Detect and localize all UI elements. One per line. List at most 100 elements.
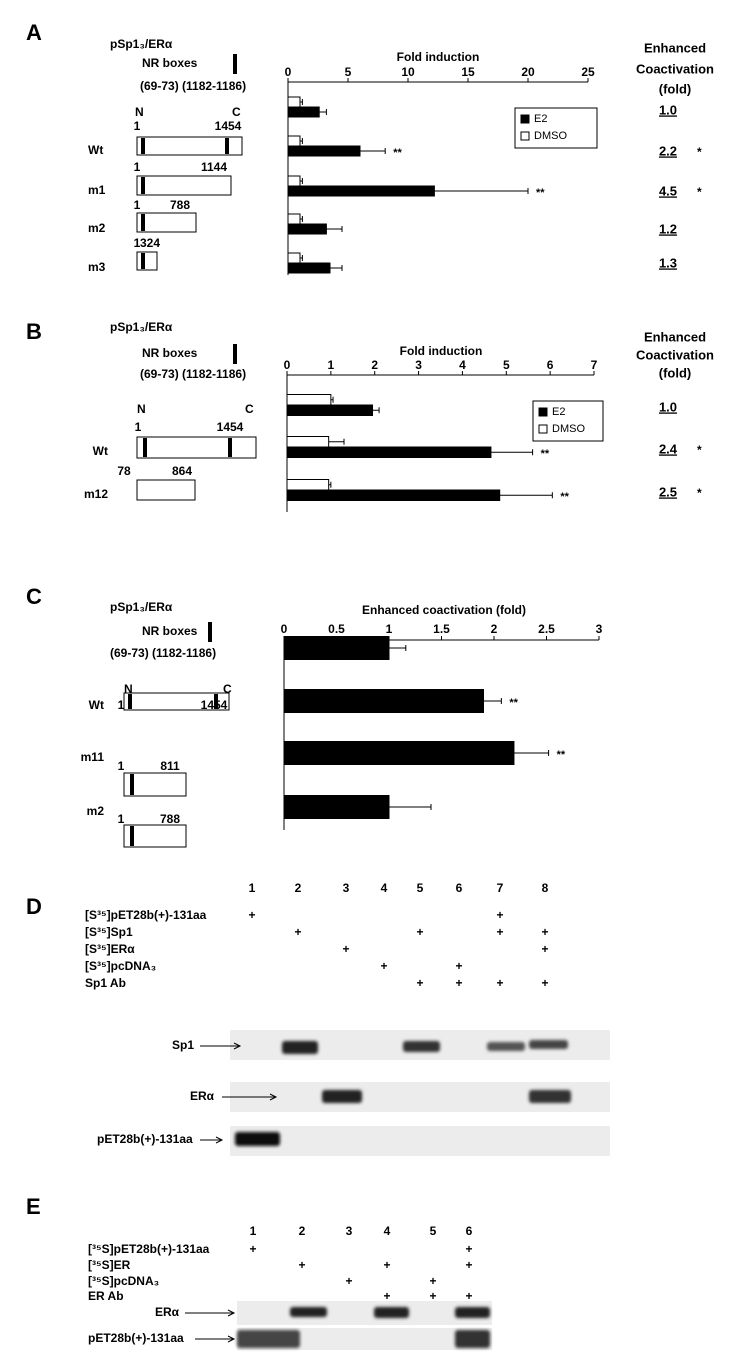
- category-label: Wt: [93, 444, 108, 458]
- error-bar: [328, 438, 345, 445]
- condition-mark: +: [248, 908, 255, 922]
- nr-box-marker: [233, 54, 237, 74]
- legend-label: DMSO: [552, 423, 585, 435]
- coactivation-mark: *: [697, 443, 702, 457]
- error-bar: [360, 148, 386, 154]
- construct-start: 78: [117, 464, 131, 478]
- bar: [287, 135, 301, 147]
- band-arrow: [195, 1335, 236, 1343]
- x-tick-label: 6: [547, 358, 554, 372]
- x-tick-label: 0.5: [328, 622, 345, 636]
- x-tick-label: 3: [596, 622, 603, 636]
- category-label: Wt: [89, 698, 104, 712]
- error-bar: [319, 109, 327, 115]
- n-terminus: N: [135, 105, 144, 119]
- gel-band: [487, 1042, 525, 1051]
- x-tick-label: 1: [386, 622, 393, 636]
- gel-strip: [237, 1301, 492, 1325]
- panel-letter: E: [26, 1194, 41, 1219]
- x-tick-label: 10: [401, 65, 415, 79]
- nr-box-marker: [233, 344, 237, 364]
- significance-mark: **: [509, 697, 518, 709]
- bar: [287, 213, 301, 225]
- construct-box: [136, 436, 257, 459]
- construct-end: 1454: [217, 420, 244, 434]
- condition-label: [S³⁵]pET28b(+)-131aa: [85, 908, 207, 922]
- construct-name: pSp1₃/ERα: [110, 37, 173, 51]
- condition-mark: +: [465, 1289, 472, 1303]
- bar: [287, 223, 327, 235]
- error-bar: [300, 99, 303, 105]
- condition-mark: +: [345, 1274, 352, 1288]
- gel-band: [322, 1090, 362, 1103]
- coactivation-value: 2.5: [659, 484, 677, 499]
- construct-box: [123, 692, 230, 711]
- coactivation-header: Enhanced: [644, 40, 706, 55]
- error-bar: [372, 407, 380, 414]
- condition-label: [S³⁵]pcDNA₃: [85, 959, 156, 973]
- construct-start: 1: [134, 236, 141, 250]
- chart-title: Fold induction: [397, 50, 480, 64]
- x-tick-label: 3: [415, 358, 422, 372]
- gel-band: [529, 1040, 568, 1049]
- x-tick-label: 5: [503, 358, 510, 372]
- coactivation-value: 1.2: [659, 221, 677, 236]
- panel-letter: A: [26, 20, 42, 45]
- condition-mark: +: [416, 925, 423, 939]
- band-label: pET28b(+)-131aa: [97, 1132, 193, 1146]
- n-terminus: N: [124, 682, 133, 696]
- bar: [286, 404, 374, 416]
- lane-number: 3: [343, 881, 350, 895]
- condition-mark: +: [541, 925, 548, 939]
- band-label: ERα: [190, 1089, 215, 1103]
- significance-mark: **: [560, 491, 569, 503]
- error-bar: [499, 492, 553, 499]
- construct-start: 1: [134, 160, 141, 174]
- condition-mark: +: [383, 1289, 390, 1303]
- coactivation-mark: *: [697, 145, 702, 159]
- gel-band: [455, 1330, 490, 1348]
- condition-mark: +: [249, 1242, 256, 1256]
- x-tick-label: 7: [591, 358, 598, 372]
- bar: [286, 489, 501, 501]
- nr-positions: (69-73) (1182-1186): [110, 646, 216, 660]
- condition-label: Sp1 Ab: [85, 976, 126, 990]
- construct-start: 1: [135, 420, 142, 434]
- nr-box: [143, 438, 147, 457]
- bar: [287, 262, 331, 274]
- category-label: m1: [88, 183, 106, 197]
- legend-label: E2: [552, 406, 565, 418]
- coactivation-value: 1.0: [659, 102, 677, 117]
- construct-start: 1: [118, 812, 125, 826]
- bar: [283, 689, 484, 713]
- band-label: ERα: [155, 1305, 180, 1319]
- error-bar: [328, 481, 332, 488]
- bar: [287, 175, 301, 187]
- category-label: m11: [81, 750, 105, 764]
- bar: [287, 252, 301, 264]
- legend-box: [514, 107, 598, 149]
- error-bar: [330, 396, 334, 403]
- lane-number: 6: [466, 1224, 473, 1238]
- condition-mark: +: [416, 976, 423, 990]
- panel-letter: C: [26, 584, 42, 609]
- x-tick-label: 20: [521, 65, 535, 79]
- condition-mark: +: [383, 1258, 390, 1272]
- nr-boxes-label: NR boxes: [142, 56, 198, 70]
- condition-mark: +: [465, 1258, 472, 1272]
- error-bar: [483, 698, 502, 704]
- error-bar: [389, 804, 432, 810]
- construct-end: 1454: [215, 119, 242, 133]
- nr-box: [141, 253, 145, 269]
- coactivation-header: (fold): [659, 365, 691, 380]
- coactivation-header: Coactivation: [636, 347, 714, 362]
- nr-box: [214, 694, 218, 709]
- condition-label: [³⁵S]pET28b(+)-131aa: [88, 1242, 210, 1256]
- nr-box: [141, 138, 145, 154]
- significance-mark: **: [536, 187, 545, 199]
- condition-mark: +: [380, 959, 387, 973]
- error-bar: [300, 178, 303, 184]
- construct-box: [136, 479, 196, 501]
- legend-label: E2: [534, 113, 547, 125]
